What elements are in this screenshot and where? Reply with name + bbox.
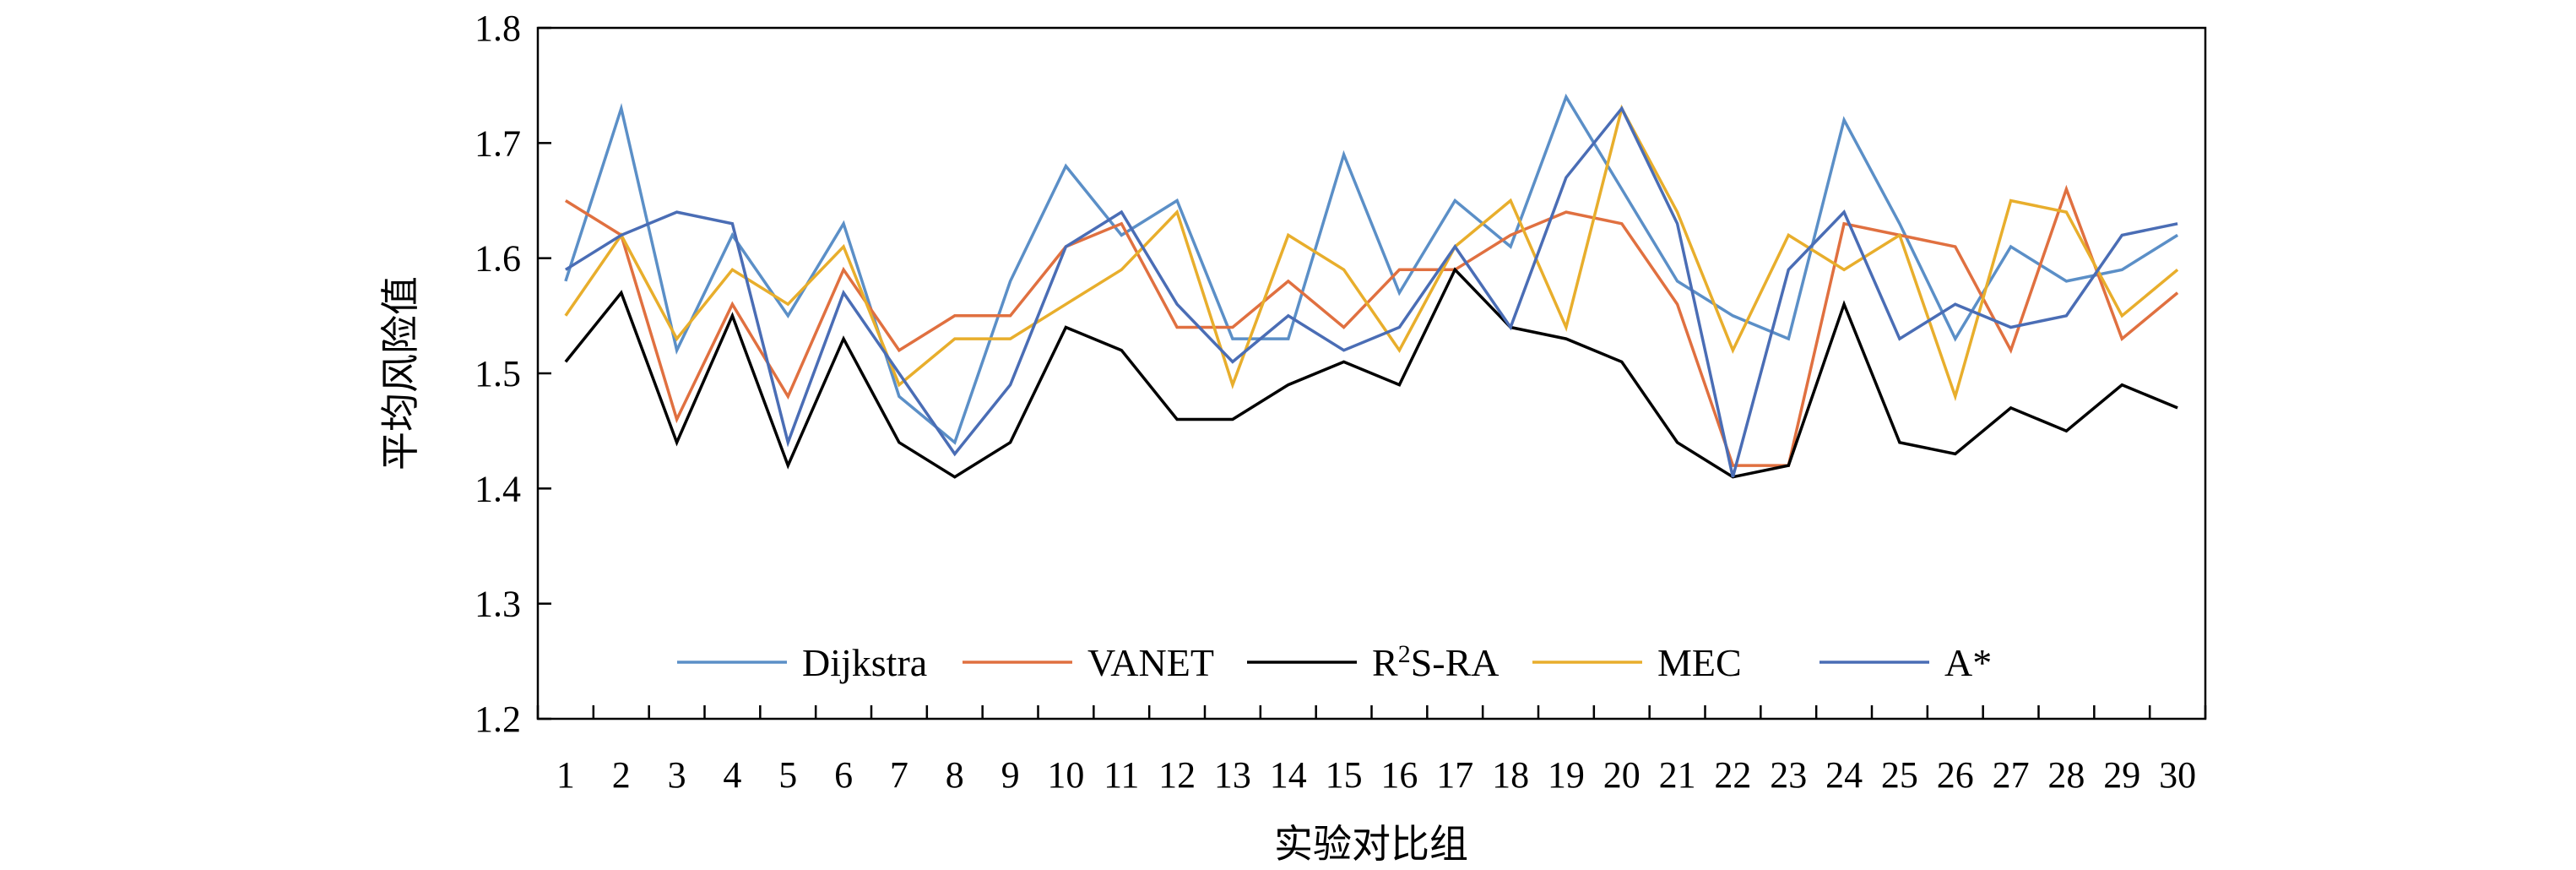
x-tick-label: 27 xyxy=(1993,754,2030,796)
legend-label: R2S-RA xyxy=(1372,640,1500,684)
x-tick-label: 30 xyxy=(2159,754,2196,796)
x-tick-label: 3 xyxy=(668,754,686,796)
x-tick-label: 2 xyxy=(612,754,631,796)
x-tick-label: 7 xyxy=(890,754,908,796)
x-tick-label: 5 xyxy=(778,754,797,796)
x-axis: 1 2 3 4 5 6 7 8 9 10 11 12 13 14 15 16 17 18 19 20 21 22 23 24 2… xyxy=(536,705,2207,796)
x-tick-label: 6 xyxy=(834,754,853,796)
series-line-a- xyxy=(564,106,2178,478)
x-tick-label: 26 xyxy=(1937,754,1974,796)
x-tick-label: 23 xyxy=(1770,754,1807,796)
x-tick-label: 10 xyxy=(1047,754,1084,796)
y-tick-label: 1.6 xyxy=(475,238,521,280)
x-tick-label: 24 xyxy=(1825,754,1863,796)
y-axis-title: 平均风险值 xyxy=(379,276,422,470)
y-tick-label: 1.4 xyxy=(475,468,521,509)
series-line-mec xyxy=(564,104,2179,402)
x-tick-label: 25 xyxy=(1881,754,1918,796)
series-line-dijkstra xyxy=(564,93,2179,445)
legend: Dijkstra VANET R2S-RA MEC A* xyxy=(677,640,1992,684)
x-tick-label: 18 xyxy=(1492,754,1529,796)
x-tick-label: 1 xyxy=(556,754,575,796)
x-tick-label: 11 xyxy=(1104,754,1139,796)
y-axis: 1.2 1.3 1.4 1.5 1.6 1.7 1.8 xyxy=(475,8,551,740)
x-tick-label: 15 xyxy=(1326,754,1363,796)
series-line-r-s-ra xyxy=(564,267,2178,479)
x-tick-label: 16 xyxy=(1380,754,1418,796)
legend-label: MEC xyxy=(1657,641,1742,684)
y-tick-label: 1.8 xyxy=(475,8,521,49)
legend-label: VANET xyxy=(1087,641,1214,684)
x-tick-label: 19 xyxy=(1548,754,1585,796)
legend-label: Dijkstra xyxy=(802,641,927,684)
x-tick-label: 28 xyxy=(2047,754,2085,796)
x-axis-title: 实验对比组 xyxy=(1274,823,1468,866)
x-tick-label: 4 xyxy=(723,754,741,796)
x-tick-label: 12 xyxy=(1158,754,1196,796)
x-tick-label: 14 xyxy=(1270,754,1307,796)
x-tick-label: 9 xyxy=(1001,754,1020,796)
x-tick-label: 13 xyxy=(1214,754,1251,796)
x-tick-label: 29 xyxy=(2103,754,2140,796)
x-tick-label: 8 xyxy=(946,754,964,796)
legend-label: A* xyxy=(1944,641,1992,684)
x-tick-label: 20 xyxy=(1603,754,1641,796)
x-tick-label: 17 xyxy=(1436,754,1473,796)
x-tick-label: 22 xyxy=(1714,754,1751,796)
y-tick-label: 1.7 xyxy=(475,122,521,164)
series-line-vanet xyxy=(564,184,2179,467)
x-tick-label: 21 xyxy=(1659,754,1696,796)
series-lines xyxy=(564,93,2179,479)
y-tick-label: 1.3 xyxy=(475,584,521,625)
y-tick-label: 1.5 xyxy=(475,353,521,394)
y-tick-label: 1.2 xyxy=(475,699,521,740)
